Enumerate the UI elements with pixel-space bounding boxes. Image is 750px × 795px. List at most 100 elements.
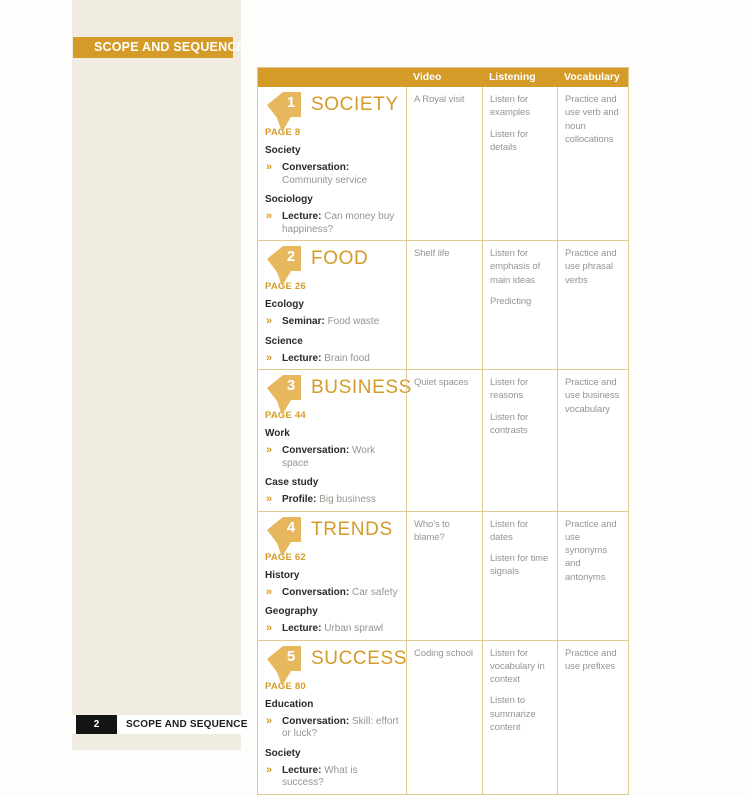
unit-header: 3 BUSINESS <box>265 374 411 416</box>
activity-label: Profile: <box>282 494 317 505</box>
unit-activity: Conversation: Community service <box>282 162 400 187</box>
header-cell-unit <box>258 68 406 87</box>
listening-cell: Listen for vocabulary in context Listen … <box>482 640 557 794</box>
unit-title: FOOD <box>311 248 369 269</box>
unit-number: 4 <box>286 518 296 536</box>
unit-activity: Profile: Big business <box>282 494 376 507</box>
vocabulary-cell: Practice and use prefixes <box>557 640 628 794</box>
chevron-icon: » <box>266 210 273 222</box>
chevron-icon: » <box>266 585 273 598</box>
unit-number: 2 <box>286 248 296 265</box>
unit-page-label: PAGE 62 <box>265 551 306 563</box>
unit-number-flag-icon: 4 <box>265 516 303 558</box>
vocabulary-cell: Practice and use verb and noun collocati… <box>557 87 628 240</box>
activity-value: Big business <box>319 494 376 505</box>
listening-text: Listen for time signals <box>490 553 549 578</box>
unit-activity: Lecture: Can money buy happiness? <box>282 211 400 236</box>
unit-row: 2 FOOD PAGE 26 Ecology » Seminar: Food w… <box>258 240 628 369</box>
activity-value: Can money buy happiness? <box>282 211 395 235</box>
unit-activity: Conversation: Skill: effort or luck? <box>282 716 400 741</box>
unit-row: 4 TRENDS PAGE 62 History » Conversation:… <box>258 510 628 640</box>
unit-activity-line: » Conversation: Skill: effort or luck? <box>265 715 400 741</box>
listening-text: Listen for vocabulary in context <box>490 647 545 686</box>
unit-activity-line: » Lecture: Can money buy happiness? <box>265 211 400 236</box>
chevron-icon: » <box>266 493 273 505</box>
unit-header: 4 TRENDS <box>265 516 400 558</box>
scope-sequence-table: Video Listening Vocabulary 1 SOCIETY PAG… <box>257 67 629 795</box>
vocabulary-cell: Practice and use synonyms and antonyms <box>557 511 628 640</box>
video-text: Quiet spaces <box>414 377 469 388</box>
chevron-icon: » <box>266 622 273 634</box>
unit-subject: Sociology <box>265 194 313 205</box>
unit-title: SUCCESS <box>311 647 408 669</box>
listening-text: Listen for reasons <box>490 377 529 402</box>
listening-text: Listen for examples <box>490 94 530 119</box>
chevron-icon: » <box>266 444 273 456</box>
unit-subject: Society <box>265 747 301 759</box>
unit-subject: Education <box>265 698 314 710</box>
unit-activity: Conversation: Car safety <box>282 587 398 600</box>
unit-page-label: PAGE 26 <box>265 281 306 292</box>
vocabulary-cell: Practice and use business vocabulary <box>557 370 628 511</box>
unit-activity-line: » Seminar: Food waste <box>265 316 400 329</box>
left-panel <box>72 0 241 750</box>
unit-activity: Lecture: Urban sprawl <box>282 623 383 636</box>
video-text: Shelf life <box>414 248 450 259</box>
page-title: SCOPE AND SEQUENCE <box>94 40 246 54</box>
page-number-badge: 2 <box>76 715 117 734</box>
video-cell: Coding school <box>406 640 482 794</box>
header-cell-video: Video <box>413 71 442 83</box>
unit-activity: Conversation: Work space <box>282 445 400 470</box>
activity-label: Lecture: <box>282 211 322 222</box>
vocabulary-text: Practice and use synonyms and antonyms <box>565 518 617 583</box>
unit-page-label: PAGE 8 <box>265 127 301 138</box>
unit-title: TRENDS <box>311 518 393 540</box>
unit-activity-line: » Lecture: What is success? <box>265 763 400 790</box>
unit-number-flag-icon: 3 <box>265 374 303 416</box>
unit-title: SOCIETY <box>311 94 399 115</box>
unit-page-label: PAGE 80 <box>265 680 306 692</box>
unit-info-cell: 1 SOCIETY PAGE 8 Society » Conversation:… <box>258 87 406 240</box>
unit-subject: History <box>265 569 300 581</box>
activity-label: Lecture: <box>282 623 322 634</box>
unit-activity-line: » Profile: Big business <box>265 494 400 507</box>
activity-value: Urban sprawl <box>324 623 384 634</box>
unit-activity-line: » Conversation: Car safety <box>265 585 400 600</box>
unit-subject: Case study <box>265 477 319 488</box>
video-text: A Royal visit <box>414 94 465 105</box>
listening-cell: Listen for emphasis of main ideas Predic… <box>482 241 557 369</box>
header-cell-vocabulary: Vocabulary <box>564 71 620 83</box>
unit-number-flag-icon: 5 <box>265 645 303 687</box>
activity-label: Conversation: <box>282 586 350 598</box>
activity-label: Lecture: <box>282 764 322 776</box>
listening-text: Listen to summarize content <box>490 695 536 733</box>
footer-label: SCOPE AND SEQUENCE <box>126 719 248 730</box>
vocabulary-text: Practice and use business vocabulary <box>565 377 620 415</box>
unit-info-cell: 5 SUCCESS PAGE 80 Education » Conversati… <box>258 641 406 794</box>
vocabulary-cell: Practice and use phrasal verbs <box>557 241 628 369</box>
vocabulary-text: Practice and use phrasal verbs <box>565 248 617 286</box>
unit-subject: Science <box>265 335 303 347</box>
activity-value: Food waste <box>327 316 380 327</box>
unit-subject: Work <box>265 428 290 439</box>
unit-activity-line: » Conversation: Work space <box>265 445 400 470</box>
chevron-icon: » <box>266 351 273 364</box>
unit-number: 1 <box>286 94 296 111</box>
unit-subject: Ecology <box>265 299 304 310</box>
unit-title: BUSINESS <box>311 377 412 398</box>
chevron-icon: » <box>266 763 273 776</box>
unit-header: 1 SOCIETY <box>265 91 400 133</box>
unit-info-cell: 4 TRENDS PAGE 62 History » Conversation:… <box>258 512 406 640</box>
listening-text: Predicting <box>490 295 532 307</box>
activity-label: Conversation: <box>282 162 350 173</box>
page-title-banner: SCOPE AND SEQUENCE <box>73 37 245 58</box>
footer-bar: 2 SCOPE AND SEQUENCE <box>72 715 247 734</box>
listening-cell: Listen for dates Listen for time signals <box>482 511 557 640</box>
vocabulary-text: Practice and use verb and noun collocati… <box>565 94 619 145</box>
video-cell: Shelf life <box>406 241 482 369</box>
table-header-row: Video Listening Vocabulary <box>258 68 628 87</box>
unit-number-flag-icon: 2 <box>265 245 303 287</box>
unit-number-flag-icon: 1 <box>265 91 303 133</box>
unit-subject: Geography <box>265 606 318 617</box>
unit-header: 2 FOOD <box>265 245 400 287</box>
